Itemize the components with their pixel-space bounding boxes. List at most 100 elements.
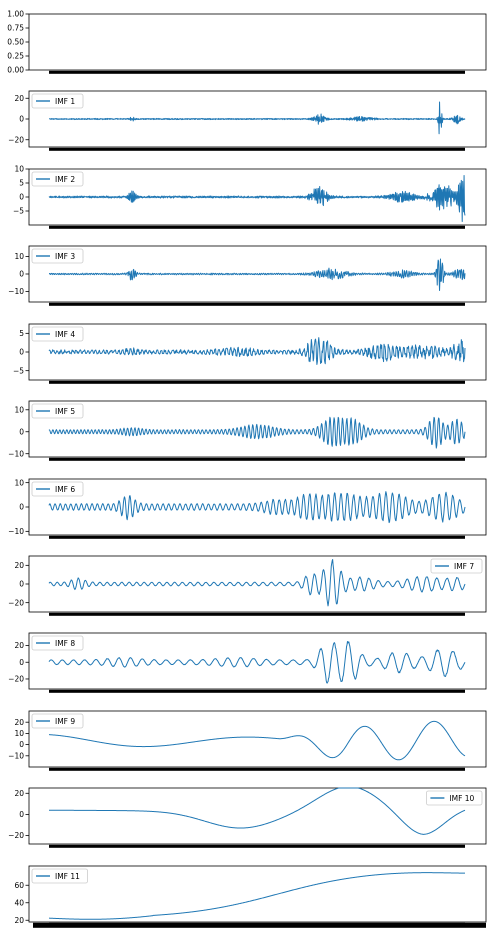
y-tick-label: 0.00 xyxy=(7,66,24,75)
y-tick-label: 1.00 xyxy=(7,10,24,19)
y-tick-label: 0 xyxy=(19,270,24,279)
legend-label: IMF 6 xyxy=(55,485,75,494)
x-tick-band xyxy=(49,767,465,771)
imf-panel-8: 20 0 −20 IMF 8 xyxy=(8,632,487,693)
y-tick-label: 20 xyxy=(14,916,24,925)
legend-box xyxy=(31,403,84,419)
imf-series-line xyxy=(48,175,466,223)
imf-panel-5: 10 0 −10 IMF 5 xyxy=(8,400,487,461)
imf-panel-3: 10 0 −10 IMF 3 xyxy=(8,245,487,306)
y-tick-label: 10 xyxy=(14,729,24,738)
legend-box xyxy=(31,93,84,109)
legend: IMF 7 xyxy=(430,558,483,574)
y-tick-label: −20 xyxy=(8,135,24,144)
legend-label: IMF 2 xyxy=(55,175,75,184)
y-tick-label: 20 xyxy=(14,641,24,650)
imf-panel-2: 10 5 0 −5 IMF 2 xyxy=(13,165,487,229)
legend-label: IMF 4 xyxy=(55,330,75,339)
y-tick-label: −5 xyxy=(13,366,24,375)
y-tick-label: −20 xyxy=(8,675,24,684)
imf-panel-4: 5 0 −5 IMF 4 xyxy=(13,323,487,384)
axes-frame xyxy=(28,865,487,923)
legend-label: IMF 11 xyxy=(55,872,80,881)
legend-label: IMF 7 xyxy=(454,562,474,571)
y-tick-label: 0 xyxy=(19,580,24,589)
y-tick-label: 40 xyxy=(14,898,24,907)
axes-frame xyxy=(28,787,487,845)
y-tick-label: −10 xyxy=(8,287,24,296)
y-tick-label: 10 xyxy=(14,165,24,174)
x-tick-band xyxy=(49,689,465,693)
y-tick-label: 20 xyxy=(14,94,24,103)
y-tick-label: −10 xyxy=(8,527,24,536)
y-tick-label: 10 xyxy=(14,252,24,261)
legend-label: IMF 3 xyxy=(55,252,75,261)
legend-label: IMF 5 xyxy=(55,407,75,416)
imf-series-line xyxy=(48,258,466,291)
y-tick-label: 0 xyxy=(19,810,24,819)
y-tick-label: 20 xyxy=(14,789,24,798)
y-tick-label: 20 xyxy=(14,718,24,727)
imf-series-line xyxy=(48,559,466,607)
legend-box xyxy=(425,790,483,806)
y-tick-label: −20 xyxy=(8,598,24,607)
y-tick-label: 0 xyxy=(19,658,24,667)
x-tick-band xyxy=(49,70,465,74)
x-tick-band xyxy=(49,535,465,539)
y-tick-label: 0 xyxy=(19,115,24,124)
y-tick-label: 0.75 xyxy=(7,24,24,33)
axes-frame xyxy=(28,632,487,690)
legend: IMF 8 xyxy=(31,635,84,651)
y-tick-label: 10 xyxy=(14,405,24,414)
legend: IMF 3 xyxy=(31,248,84,264)
legend: IMF 6 xyxy=(31,481,84,497)
imf-panel-11: 60 40 20 IMF 11 xyxy=(14,865,487,928)
y-tick-label: −10 xyxy=(8,751,24,760)
y-tick-label: 10 xyxy=(14,478,24,487)
legend: IMF 10 xyxy=(425,790,483,806)
y-tick-label: 0.50 xyxy=(7,38,24,47)
legend-box xyxy=(31,481,84,497)
legend: IMF 11 xyxy=(31,868,88,884)
imf-panel-9: 20 10 0 −10 IMF 9 xyxy=(8,710,487,771)
legend-box xyxy=(31,635,84,651)
x-tick-band xyxy=(49,225,465,229)
x-tick-label-band xyxy=(33,922,486,928)
legend-box xyxy=(430,558,483,574)
y-tick-label: 0 xyxy=(19,503,24,512)
y-tick-label: −5 xyxy=(13,207,24,216)
legend: IMF 1 xyxy=(31,93,84,109)
axes-frame xyxy=(28,710,487,768)
y-tick-label: 0 xyxy=(19,427,24,436)
imf-panel-10: 20 0 −20 IMF 10 xyxy=(8,787,487,848)
imf-panel-1: 20 0 −20 IMF 1 xyxy=(8,90,487,151)
imf-panel-0: 0.00 0.25 0.50 0.75 1.00 xyxy=(7,10,487,75)
legend: IMF 9 xyxy=(31,713,84,729)
x-tick-band xyxy=(49,302,465,306)
legend: IMF 2 xyxy=(31,171,84,187)
legend: IMF 5 xyxy=(31,403,84,419)
legend-label: IMF 10 xyxy=(449,794,474,803)
legend-box xyxy=(31,868,88,884)
x-tick-band xyxy=(49,457,465,461)
y-tick-label: 0 xyxy=(19,193,24,202)
imf-series-line xyxy=(48,101,466,135)
imf-series-line xyxy=(48,491,466,524)
y-tick-label: 20 xyxy=(14,561,24,570)
legend-label: IMF 1 xyxy=(55,97,75,106)
imf-series-line xyxy=(48,337,466,365)
y-tick-label: 5 xyxy=(19,179,24,188)
x-tick-band xyxy=(49,612,465,616)
imf-panel-7: 20 0 −20 IMF 7 xyxy=(8,555,487,616)
legend-box xyxy=(31,171,84,187)
legend-label: IMF 9 xyxy=(55,717,75,726)
y-tick-label: 0 xyxy=(19,740,24,749)
imf-series-line xyxy=(48,720,466,761)
y-tick-label: −10 xyxy=(8,449,24,458)
legend-box xyxy=(31,326,84,342)
imf-series-line xyxy=(48,872,466,920)
imf-series-line xyxy=(48,787,466,835)
y-tick-label: 60 xyxy=(14,881,24,890)
y-tick-label: −20 xyxy=(8,831,24,840)
